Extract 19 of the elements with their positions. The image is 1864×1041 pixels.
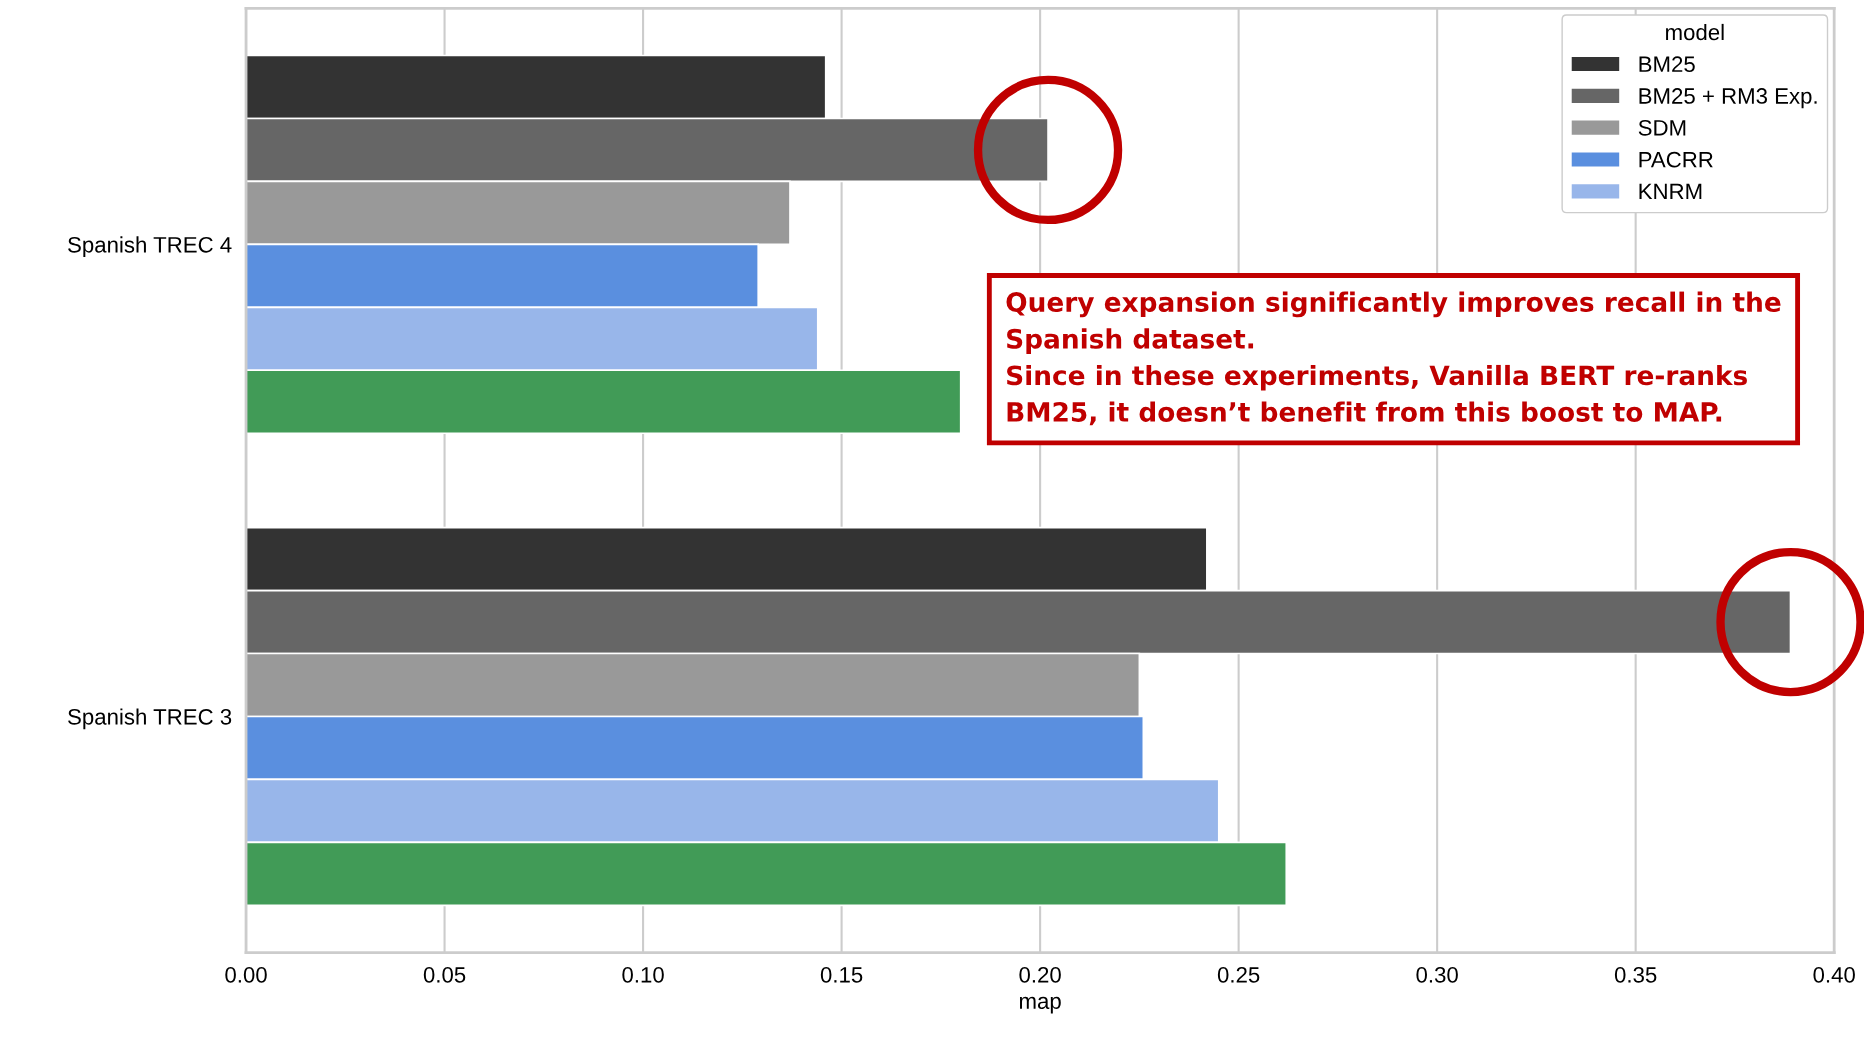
x-tick-label: 0.30: [1416, 966, 1458, 983]
legend-label: BM25 + RM3 Exp.: [1639, 88, 1817, 109]
x-tick-label: 0.15: [820, 966, 863, 983]
x-tick-label: 0.20: [1019, 966, 1061, 983]
annotation: Query expansion significantly improves recall in the Spanish dataset. Since in these experiments, Vanilla BERT re-ranks BM25, it doesn’t benefit from this boost to MAP.: [1006, 291, 1781, 426]
legend-label: KNRM: [1639, 183, 1702, 200]
x-tick-label: 0.40: [1813, 966, 1855, 983]
legend-label: BM25: [1639, 56, 1695, 73]
x-tick-label: 0.25: [1217, 966, 1260, 983]
x-tick-label: 0.05: [423, 966, 466, 983]
x-axis-title: map: [1019, 996, 1061, 1014]
y-tick-label: Spanish TREC 3: [68, 708, 232, 730]
x-tick-label: 0.35: [1614, 966, 1657, 983]
legend-label: PACRR: [1639, 151, 1713, 168]
x-tick-label: 0.10: [622, 966, 664, 983]
legend-label: SDM: [1638, 119, 1686, 136]
x-tick-label: 0.00: [225, 966, 267, 983]
y-tick-label: Spanish TREC 4: [68, 236, 232, 258]
legend-title: model: [1666, 23, 1724, 41]
